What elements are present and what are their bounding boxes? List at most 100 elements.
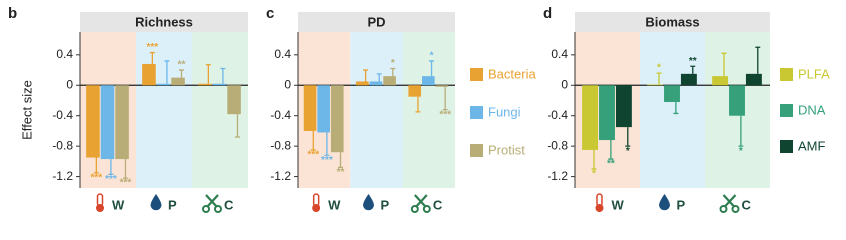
scissors-icon [719,205,728,213]
panel-title: PD [367,14,385,29]
category-icon [150,194,162,211]
bar [647,84,664,86]
y-tick-label: 0 [66,77,73,91]
scissors-icon [731,205,740,213]
category-icon [595,193,604,212]
scissors-icon [410,205,419,213]
bar [115,85,129,160]
error-bar [205,64,211,84]
bar [303,85,317,131]
error-bar [310,130,316,151]
error-bar [234,114,240,138]
error-bar [429,60,435,77]
y-tick-label: -0.8 [547,138,568,152]
significance-label: * [657,63,661,74]
panel-letter: d [543,5,552,22]
error-bar [376,73,382,82]
significance-label: *** [105,174,117,185]
y-tick-label: -1.2 [270,169,291,183]
error-bar [755,46,761,74]
error-bar [591,149,597,170]
significance-label: * [739,146,743,157]
x-tick-label: C [224,197,234,212]
error-bar [122,159,128,179]
scissors-icon [422,205,431,213]
legend-label: Protist [488,142,525,157]
error-bar [721,52,727,77]
bar [712,76,729,86]
significance-label: ** [178,60,186,71]
error-bar [415,96,421,113]
error-bar [164,60,170,84]
bar [212,83,227,86]
bar [680,73,697,86]
error-bar [738,115,744,147]
y-tick-label: 0.4 [56,47,73,61]
bar [599,85,615,141]
bar [100,85,115,160]
error-bar [690,65,696,74]
error-bar [108,159,114,175]
drop-icon [659,194,670,211]
x-tick-label: P [677,197,686,212]
group-background [350,32,403,188]
thermometer-icon [595,204,604,212]
thermometer-icon [96,204,104,212]
significance-label: * [592,169,596,180]
significance-label: ** [689,56,697,67]
category-icon [659,194,670,211]
significance-label: *** [439,109,451,120]
category-icon [202,194,222,213]
y-tick-label: -0.4 [52,108,73,122]
legend-label: Fungi [488,104,521,119]
category-icon [410,194,431,213]
x-tick-label: W [612,197,625,212]
scissors-icon [202,205,210,213]
legend-swatch [470,144,483,157]
error-bar [149,51,155,64]
legend-label: Bacteria [488,66,536,81]
error-bar [608,140,614,160]
bar [156,83,171,86]
y-tick-label: 0 [284,77,291,91]
thermometer-icon [312,204,321,212]
error-bar [442,86,448,111]
bar [227,85,241,115]
bar [729,85,745,116]
y-tick-label: 0.4 [551,47,568,61]
x-tick-label: W [328,197,341,212]
error-bar [93,157,99,174]
bar [356,81,369,86]
legend-label: AMF [798,138,826,153]
bar [383,76,396,86]
scissors-icon [205,194,219,208]
significance-label: *** [91,172,103,183]
group-background [640,32,705,188]
x-tick-label: C [433,197,443,212]
error-bar [220,67,226,84]
scissors-icon [722,194,737,208]
legend-label: PLFA [798,66,830,81]
significance-label: * [626,146,630,157]
x-tick-label: P [381,197,390,212]
category-icon [719,194,740,213]
bar [745,73,762,86]
y-tick-label: -0.8 [270,138,291,152]
group-background [136,32,192,188]
legend-label: DNA [798,102,826,117]
bar [435,85,449,87]
scissors-icon [414,194,428,208]
category-icon [96,193,104,212]
error-bar [390,67,396,77]
error-bar [324,132,330,156]
panel-header [575,12,770,32]
y-tick-label: -0.8 [52,138,73,152]
x-tick-label: P [168,197,177,212]
panel-letter: b [8,5,17,22]
legend-swatch [470,68,483,81]
category-icon [363,194,374,211]
x-tick-label: C [742,197,752,212]
bar [142,63,156,86]
drop-icon [150,194,162,211]
x-tick-label: W [112,197,125,212]
